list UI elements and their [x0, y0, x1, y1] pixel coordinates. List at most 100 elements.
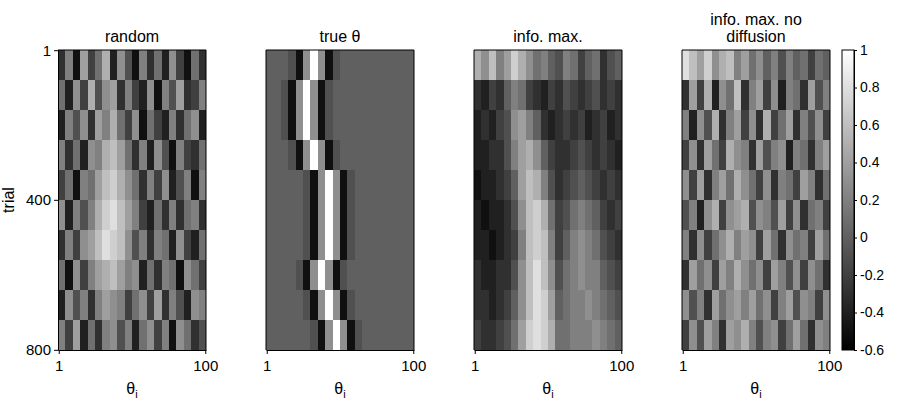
cell: [763, 290, 771, 321]
cell: [778, 290, 786, 321]
cell: [489, 320, 497, 350]
cell: [778, 50, 786, 81]
cell: [392, 260, 400, 291]
cell: [139, 140, 147, 171]
cell: [125, 230, 133, 261]
cell: [749, 200, 757, 231]
cell: [689, 320, 697, 350]
cell: [533, 170, 541, 201]
cell: [474, 290, 482, 321]
cell: [80, 140, 88, 171]
cell: [719, 170, 727, 201]
cell: [340, 200, 348, 231]
cell: [58, 290, 66, 321]
cell: [474, 110, 482, 141]
cell: [169, 200, 177, 231]
cell: [592, 230, 600, 261]
cell: [176, 170, 184, 201]
cell: [555, 110, 563, 141]
cell: [585, 260, 593, 291]
cell: [199, 200, 206, 231]
cell: [392, 320, 400, 350]
cell: [615, 140, 622, 171]
frame-right: [414, 50, 415, 350]
cell: [749, 290, 757, 321]
cell: [712, 170, 720, 201]
cells: [58, 50, 206, 350]
cell: [407, 290, 414, 321]
cell: [823, 230, 830, 261]
cell: [615, 290, 622, 321]
cell: [288, 290, 296, 321]
cell: [199, 320, 206, 350]
cell: [615, 200, 622, 231]
cell: [65, 290, 73, 321]
cell: [585, 80, 593, 111]
colorbar-tick-label: -0.2: [860, 267, 884, 283]
cell: [592, 80, 600, 111]
colorbar-tick-label: 0.8: [860, 79, 880, 95]
cell: [474, 320, 482, 350]
cell: [184, 260, 192, 291]
cell: [793, 200, 801, 231]
cell: [147, 50, 155, 81]
cell: [786, 200, 794, 231]
cell: [570, 200, 578, 231]
cell: [570, 320, 578, 350]
figure: 11001400800θitrialrandom1100θitrue θ1100…: [0, 0, 897, 413]
cell: [370, 290, 378, 321]
cell: [102, 230, 110, 261]
cell: [815, 200, 823, 231]
cell: [504, 230, 512, 261]
cell: [392, 200, 400, 231]
cell: [362, 230, 370, 261]
cell: [712, 290, 720, 321]
cell: [347, 260, 355, 291]
cell: [296, 50, 304, 81]
cell: [697, 320, 705, 350]
cell: [110, 320, 118, 350]
cell: [362, 140, 370, 171]
cell: [399, 260, 407, 291]
cell: [399, 290, 407, 321]
cell: [793, 80, 801, 111]
cell: [65, 320, 73, 350]
x-axis: 1100: [679, 350, 842, 374]
cell: [347, 170, 355, 201]
cell: [808, 320, 816, 350]
cell: [310, 320, 318, 350]
cell: [771, 200, 779, 231]
cell: [712, 110, 720, 141]
cell: [778, 260, 786, 291]
cell: [58, 140, 66, 171]
cell: [162, 260, 170, 291]
x-axis-line: [267, 350, 415, 351]
cell: [474, 50, 482, 81]
cell: [496, 320, 504, 350]
cell: [340, 170, 348, 201]
cell: [273, 260, 281, 291]
cell: [541, 230, 549, 261]
cell: [533, 50, 541, 81]
cell: [734, 50, 742, 81]
cell: [712, 230, 720, 261]
cell: [310, 260, 318, 291]
cell: [563, 140, 571, 171]
cell: [771, 80, 779, 111]
cell: [511, 230, 519, 261]
cell: [318, 50, 326, 81]
cell: [147, 110, 155, 141]
cell: [191, 140, 199, 171]
cell: [110, 140, 118, 171]
cell: [615, 80, 622, 111]
cell: [125, 200, 133, 231]
cell: [578, 50, 586, 81]
cell: [570, 110, 578, 141]
cell: [296, 230, 304, 261]
cell: [800, 80, 808, 111]
cell: [80, 80, 88, 111]
cell: [548, 140, 556, 171]
cell: [712, 80, 720, 111]
cell: [734, 290, 742, 321]
cell: [399, 200, 407, 231]
